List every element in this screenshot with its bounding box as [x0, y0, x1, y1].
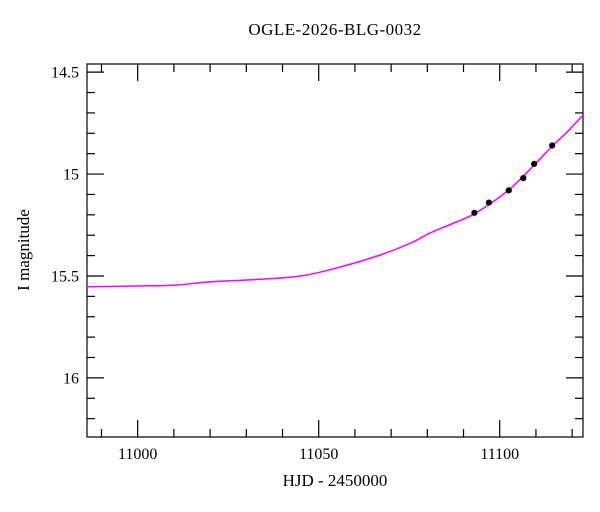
x-tick-label: 11100 [480, 446, 519, 463]
x-tick-label: 11000 [118, 446, 157, 463]
y-tick-label: 14.5 [51, 65, 79, 82]
model-curve [86, 114, 584, 288]
y-tick-label: 16 [63, 370, 79, 387]
y-axis-ticks [87, 71, 583, 420]
data-point [505, 187, 512, 194]
x-tick-labels: 11000 11050 11100 [118, 446, 519, 463]
plot-title: OGLE-2026-BLG-0032 [248, 20, 422, 39]
data-point [531, 160, 538, 167]
data-point [549, 142, 556, 149]
data-point [485, 199, 492, 206]
y-tick-label: 15 [63, 167, 79, 184]
observation-points [471, 142, 556, 216]
data-point [520, 175, 527, 182]
y-tick-labels: 14.5 15 15.5 16 [51, 65, 79, 388]
plot-frame [86, 63, 584, 438]
x-axis-label: HJD - 2450000 [282, 471, 388, 490]
x-tick-label: 11050 [299, 446, 338, 463]
data-point [471, 209, 478, 216]
x-axis-ticks [100, 64, 573, 437]
y-tick-label: 15.5 [51, 268, 79, 285]
